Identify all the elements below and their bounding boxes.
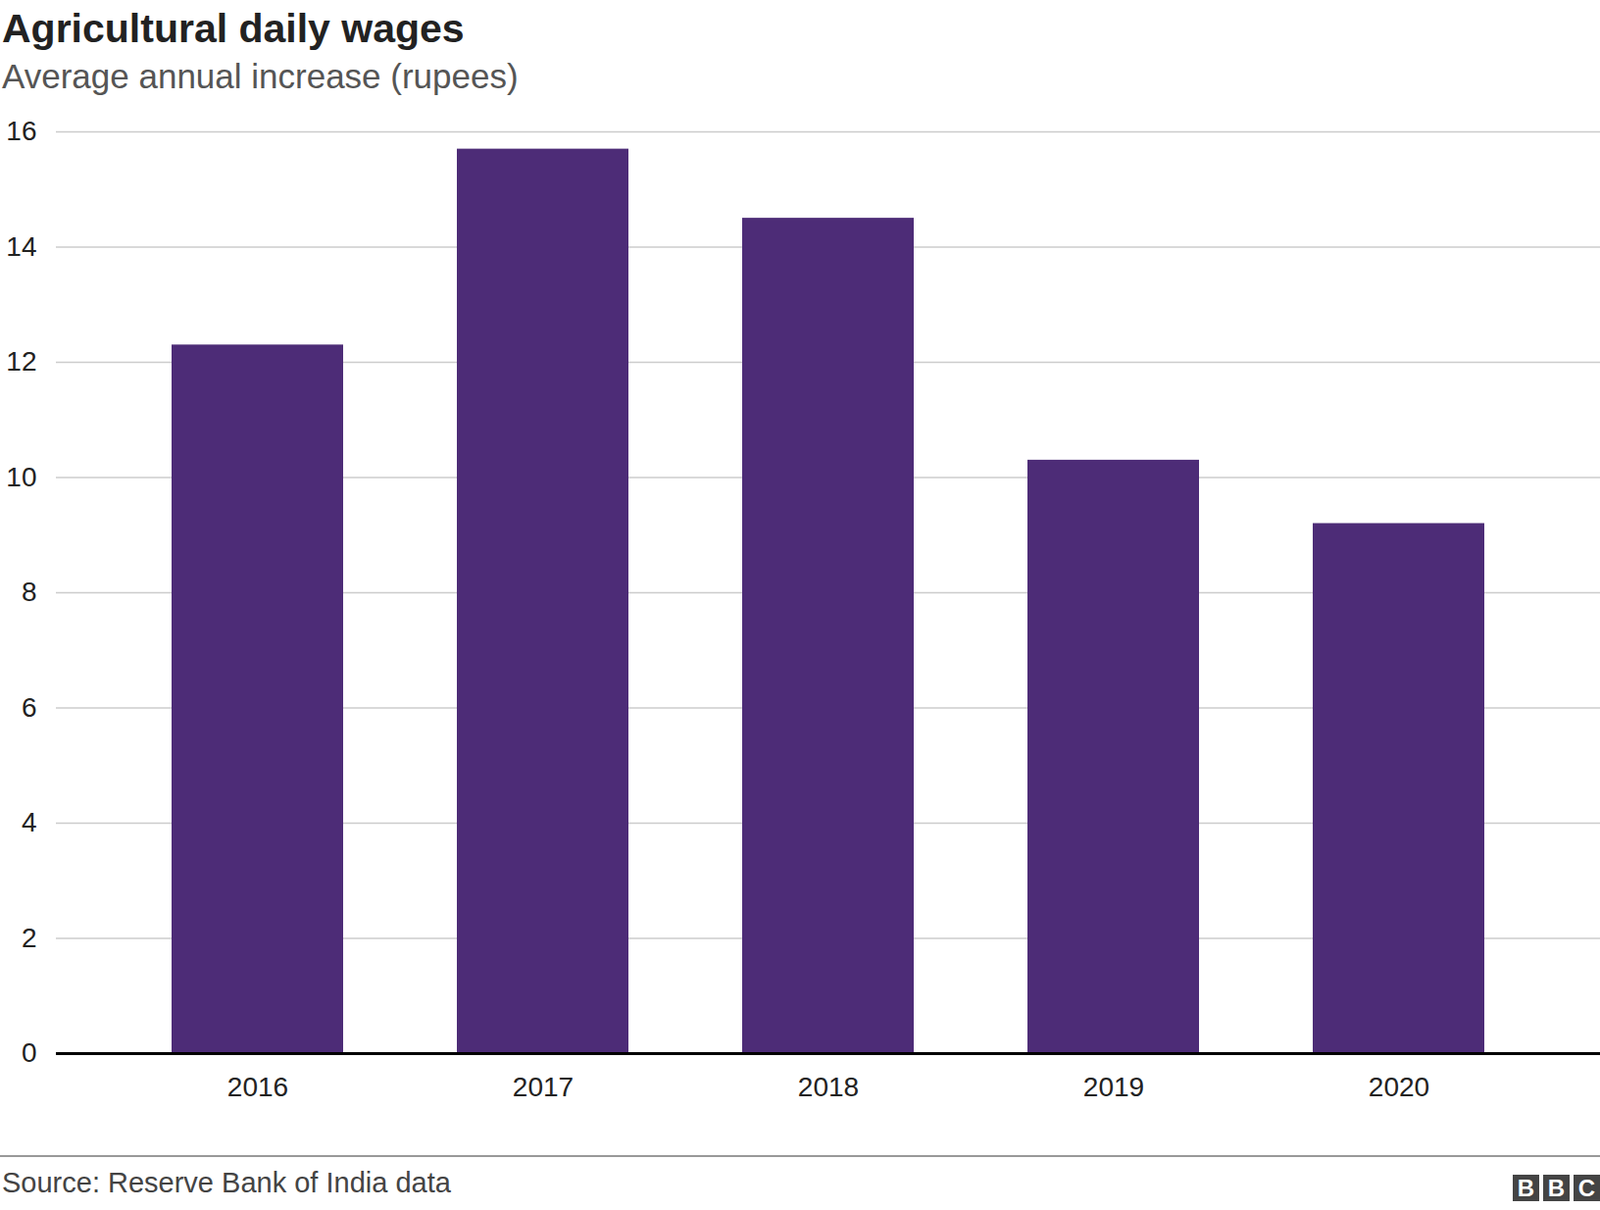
- svg-text:2017: 2017: [512, 1071, 574, 1102]
- svg-text:4: 4: [21, 806, 38, 838]
- svg-text:12: 12: [5, 346, 37, 377]
- svg-text:2020: 2020: [1368, 1071, 1430, 1102]
- html-text:B: B: [1517, 1174, 1535, 1201]
- html-text:Average annual increase (rupee: Average annual increase (rupees): [1, 56, 519, 96]
- svg-text:14: 14: [5, 231, 37, 262]
- html-text:Agricultural daily wages: Agricultural daily wages: [1, 5, 465, 51]
- html-text:B: B: [1547, 1174, 1565, 1201]
- svg-text:6: 6: [21, 692, 38, 723]
- svg-text:2018: 2018: [798, 1071, 859, 1102]
- svg-text:10: 10: [5, 461, 37, 493]
- html-text:C: C: [1578, 1174, 1596, 1201]
- svg-text:2019: 2019: [1083, 1071, 1145, 1102]
- svg-text:2: 2: [21, 922, 38, 953]
- svg-text:0: 0: [21, 1037, 38, 1068]
- html-text:Source: Reserve Bank of India: Source: Reserve Bank of India data: [1, 1166, 451, 1199]
- svg-text:2016: 2016: [227, 1071, 289, 1102]
- svg-text:16: 16: [5, 115, 37, 147]
- svg-text:8: 8: [21, 576, 38, 607]
